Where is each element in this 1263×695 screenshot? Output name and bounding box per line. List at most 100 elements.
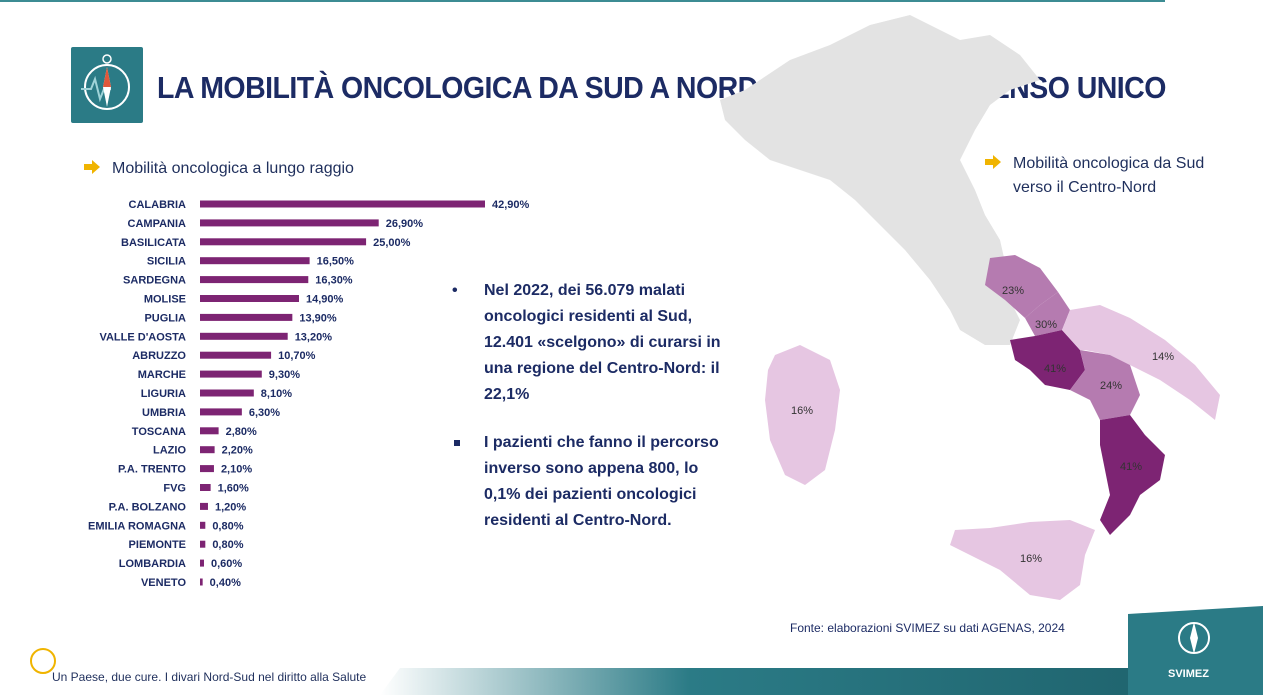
- category-label: FVG: [163, 483, 186, 495]
- bar: [200, 540, 206, 548]
- category-label: SICILIA: [147, 256, 186, 268]
- brand-label: SVIMEZ: [1168, 668, 1209, 680]
- category-label: MARCHE: [138, 369, 186, 381]
- bullet-item: I pazienti che fanno il percorso inverso…: [452, 430, 722, 534]
- map-region-abruzzo: [985, 255, 1058, 318]
- bar: [200, 257, 310, 265]
- map-label-puglia: 14%: [1152, 351, 1174, 363]
- category-label: CALABRIA: [129, 199, 186, 211]
- category-label: PIEMONTE: [129, 539, 186, 551]
- left-heading-text: Mobilità oncologica a lungo raggio: [112, 160, 354, 177]
- value-label: 25,00%: [373, 237, 411, 249]
- map-region-campania: [1010, 330, 1085, 390]
- value-label: 0,60%: [211, 558, 242, 570]
- left-heading: Mobilità oncologica a lungo raggio: [84, 160, 354, 178]
- category-label: LIGURIA: [141, 388, 186, 400]
- bar: [200, 446, 215, 454]
- bar: [200, 238, 367, 246]
- category-label: PUGLIA: [144, 312, 186, 324]
- map-region-calabria: [1100, 415, 1165, 535]
- bullet-text: Nel 2022, dei 56.079 malati oncologici r…: [484, 282, 721, 403]
- category-label: VALLE D'AOSTA: [99, 331, 186, 343]
- bar: [200, 465, 214, 473]
- bullet-item: • Nel 2022, dei 56.079 malati oncologici…: [452, 278, 722, 408]
- map-region-molise: [1025, 292, 1070, 336]
- map-label-basilicata: 24%: [1100, 380, 1122, 392]
- bar: [200, 427, 219, 435]
- bar: [200, 484, 211, 491]
- bar: [200, 521, 206, 529]
- source-note: Fonte: elaborazioni SVIMEZ su dati AGENA…: [790, 621, 1065, 635]
- footer-ring-icon: [30, 648, 56, 674]
- value-label: 0,40%: [210, 577, 241, 589]
- value-label: 13,90%: [299, 312, 337, 324]
- bar: [200, 219, 379, 227]
- map-label-abruzzo: 23%: [1002, 285, 1024, 297]
- bar: [200, 332, 288, 340]
- value-label: 2,10%: [221, 464, 252, 476]
- bar: [200, 408, 242, 416]
- map-region-puglia: [1062, 305, 1220, 420]
- right-heading-line1: Mobilità oncologica da Sud: [1013, 155, 1205, 172]
- italy-map: 23% 30% 41% 14% 24% 41% 16% 16%: [700, 10, 1240, 615]
- map-region-sardegna: [765, 345, 840, 485]
- value-label: 6,30%: [249, 407, 280, 419]
- map-label-sicilia: 16%: [1020, 553, 1042, 565]
- category-label: MOLISE: [144, 294, 186, 306]
- category-label: SARDEGNA: [123, 275, 186, 287]
- value-label: 9,30%: [269, 369, 300, 381]
- category-label: LAZIO: [153, 445, 186, 457]
- value-label: 42,90%: [492, 199, 530, 211]
- value-label: 26,90%: [386, 218, 424, 230]
- bullet-dot: •: [452, 282, 458, 299]
- value-label: 10,70%: [278, 350, 316, 362]
- bar: [200, 276, 309, 284]
- value-label: 0,80%: [212, 520, 243, 532]
- bar: [200, 370, 262, 378]
- map-label-sardegna: 16%: [791, 405, 813, 417]
- value-label: 13,20%: [295, 331, 333, 343]
- bar: [200, 578, 203, 586]
- bar-chart: CALABRIA 42,90% CAMPANIA 26,90% BASILICATA 25…: [88, 199, 530, 589]
- footer-band: [380, 668, 1263, 695]
- right-heading: Mobilità oncologica da Sud verso il Cent…: [985, 152, 1204, 200]
- value-label: 14,90%: [306, 294, 344, 306]
- category-label: BASILICATA: [121, 237, 186, 249]
- value-label: 1,20%: [215, 501, 246, 513]
- top-divider: [0, 0, 1165, 2]
- map-label-molise: 30%: [1035, 319, 1057, 331]
- compass-logo-icon: [71, 47, 143, 123]
- bar: [200, 351, 272, 359]
- value-label: 2,20%: [222, 445, 253, 457]
- value-label: 0,80%: [212, 539, 243, 551]
- arrow-right-icon: [985, 153, 1001, 169]
- bullet-list: • Nel 2022, dei 56.079 malati oncologici…: [452, 278, 722, 556]
- category-label: P.A. BOLZANO: [109, 501, 187, 513]
- category-label: UMBRIA: [142, 407, 186, 419]
- map-label-campania: 41%: [1044, 363, 1066, 375]
- map-region-sicilia: [950, 520, 1095, 600]
- category-label: LOMBARDIA: [119, 558, 186, 570]
- map-region-basilicata: [1070, 350, 1140, 420]
- category-label: TOSCANA: [132, 426, 186, 438]
- category-label: VENETO: [141, 577, 186, 589]
- footer-text: Un Paese, due cure. I divari Nord-Sud ne…: [52, 670, 367, 684]
- bar: [200, 295, 299, 302]
- category-label: ABRUZZO: [132, 350, 186, 362]
- arrow-right-icon: [84, 160, 100, 174]
- bar: [200, 200, 485, 208]
- bar: [200, 313, 293, 321]
- bullet-text: I pazienti che fanno il percorso inverso…: [484, 434, 719, 529]
- value-label: 2,80%: [226, 426, 257, 438]
- map-region-north: [720, 15, 1040, 345]
- value-label: 16,30%: [315, 275, 353, 287]
- value-label: 1,60%: [218, 483, 249, 495]
- map-label-calabria: 41%: [1120, 461, 1142, 473]
- svimez-compass-icon: [1128, 606, 1263, 695]
- value-label: 16,50%: [317, 256, 355, 268]
- bullet-square: [454, 440, 460, 446]
- bar: [200, 389, 254, 397]
- bar: [200, 502, 208, 510]
- category-label: P.A. TRENTO: [118, 464, 186, 476]
- bar: [200, 559, 204, 567]
